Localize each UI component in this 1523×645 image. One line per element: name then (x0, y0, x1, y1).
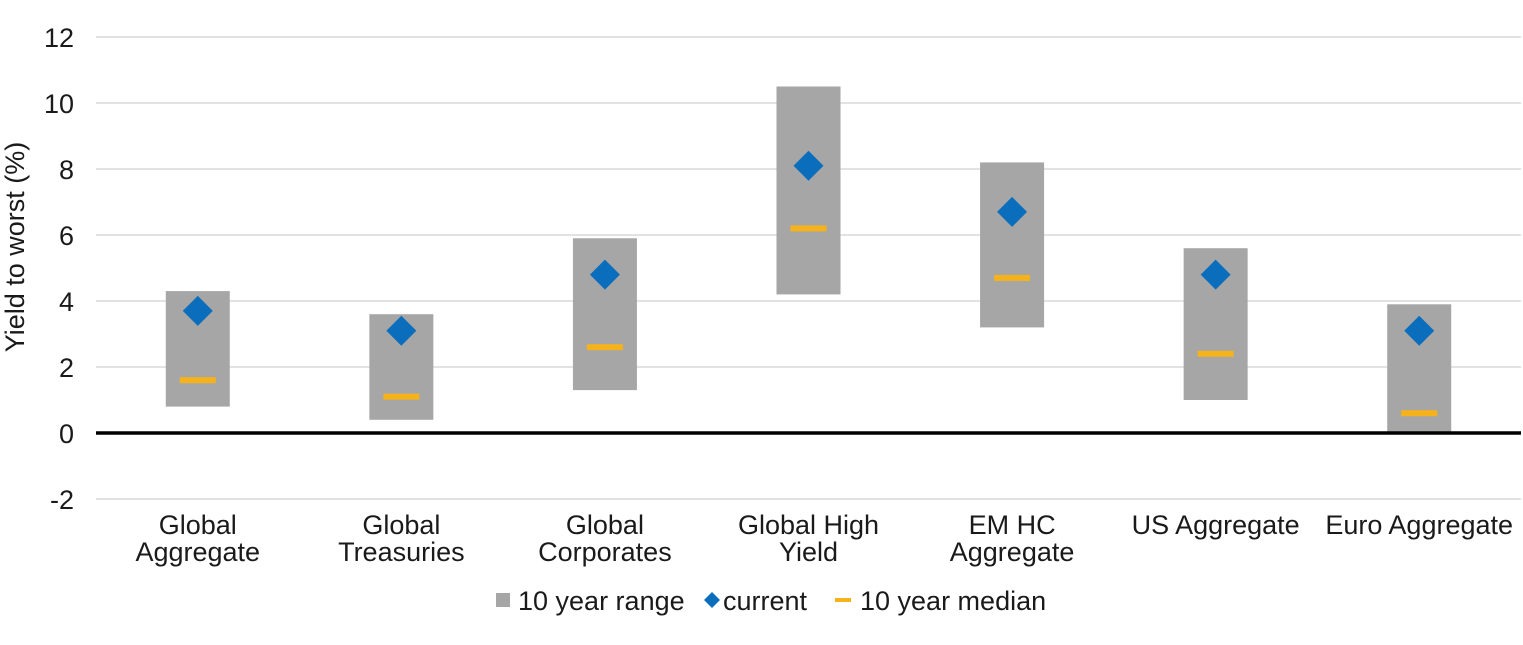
category-label: EM HC (969, 510, 1056, 540)
category-label: Yield (779, 537, 838, 567)
range-bars (165, 86, 1452, 433)
category-label: Corporates (538, 537, 672, 567)
y-axis-title: Yield to worst (%) (0, 142, 30, 353)
category-label: Global (159, 510, 237, 540)
current-marker (1200, 259, 1231, 290)
y-tick-label: 10 (44, 89, 74, 119)
legend-median-swatch (835, 598, 851, 602)
median-dash (179, 377, 216, 384)
category-label: Euro Aggregate (1325, 510, 1513, 540)
y-axis-tick-labels: 12 10 8 6 4 2 0 -2 (44, 23, 74, 515)
category-labels: GlobalAggregateGlobalTreasuriesGlobalCor… (135, 510, 1513, 567)
y-tick-label: 8 (59, 155, 74, 185)
range-bar (776, 86, 841, 295)
current-marker (997, 196, 1028, 227)
category-label: Aggregate (950, 537, 1075, 567)
median-dash (1401, 410, 1438, 417)
median-dash (994, 274, 1031, 281)
legend-current-label: current (723, 586, 808, 616)
current-marker (1404, 315, 1435, 346)
current-marker (182, 295, 213, 326)
legend: 10 year range current 10 year median (496, 586, 1046, 616)
current-markers (182, 150, 1435, 346)
y-tick-label: 2 (59, 353, 74, 383)
y-tick-label: 4 (59, 287, 74, 317)
y-tick-label: 12 (44, 23, 74, 53)
median-dash (586, 344, 623, 351)
category-label: US Aggregate (1132, 510, 1300, 540)
y-tick-label: 0 (59, 419, 74, 449)
category-label: Treasuries (338, 537, 465, 567)
y-tick-label: -2 (50, 485, 74, 515)
median-dash (1197, 350, 1234, 357)
current-marker (386, 315, 417, 346)
range-bar (980, 162, 1045, 328)
category-label: Global (566, 510, 644, 540)
legend-current-swatch (704, 592, 720, 608)
legend-range-label: 10 year range (518, 586, 685, 616)
y-tick-label: 6 (59, 221, 74, 251)
median-dash (383, 393, 420, 400)
category-label: Global High (738, 510, 879, 540)
current-marker (793, 150, 824, 181)
legend-range-swatch (496, 593, 510, 607)
current-marker (589, 259, 620, 290)
legend-median-label: 10 year median (860, 586, 1046, 616)
median-markers (179, 225, 1438, 417)
category-label: Global (362, 510, 440, 540)
category-label: Aggregate (135, 537, 260, 567)
median-dash (790, 225, 827, 232)
